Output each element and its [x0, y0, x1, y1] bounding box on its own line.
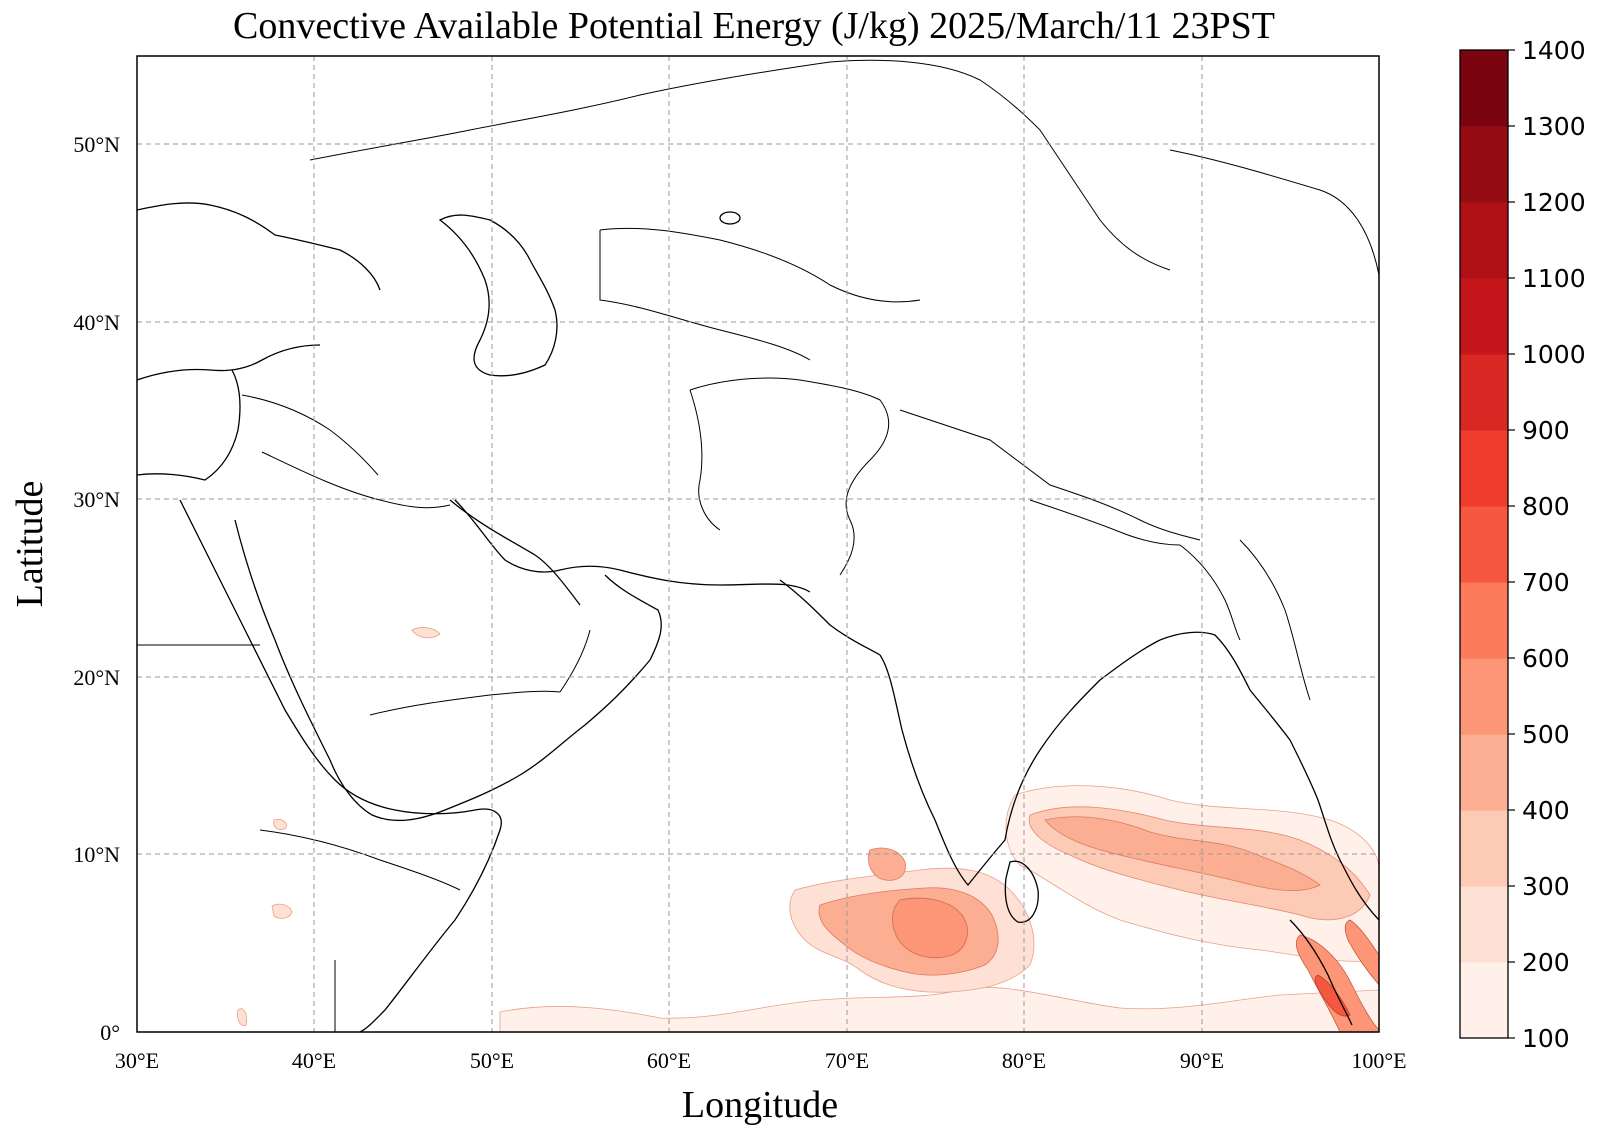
coast-arabia [234, 519, 662, 822]
x-tick-70: 70°E [825, 1048, 869, 1073]
coast-myanmar [1159, 631, 1379, 921]
colorbar-label-1400: 1400 [1522, 36, 1586, 65]
colorbar-labels: 100 200 300 400 500 600 700 800 900 1000 1100 1200 1… [1508, 36, 1586, 1053]
coast-aral-sea [719, 211, 741, 225]
x-tick-100: 100°E [1351, 1048, 1406, 1073]
coastline-layer [137, 202, 1379, 1032]
cape-patch-maldives [868, 847, 906, 881]
colorbar-label-300: 300 [1522, 872, 1570, 901]
colorbar-label-1000: 1000 [1522, 340, 1586, 369]
colorbar-swatch-1100 [1460, 202, 1508, 279]
colorbar-label-1300: 1300 [1522, 112, 1586, 141]
cape-sumatra-coast [1344, 919, 1379, 986]
border-india-myanmar [1239, 539, 1311, 701]
border-iran-afghanistan [689, 389, 721, 531]
coast-sri-lanka [1004, 860, 1039, 923]
border-nepal-bhutan [1029, 499, 1181, 546]
colorbar-label-100: 100 [1522, 1024, 1570, 1053]
y-tick-labels: 0° 10°N 20°N 30°N 40°N 50°N [73, 132, 120, 1045]
border-uzbekistan [599, 230, 811, 361]
colorbar-swatches [1460, 50, 1508, 1039]
y-tick-30: 30°N [73, 487, 120, 512]
colorbar-swatch-100 [1460, 962, 1508, 1039]
y-tick-40: 40°N [73, 310, 120, 335]
colorbar-swatch-300 [1460, 810, 1508, 887]
colorbar-frame [1459, 49, 1509, 1039]
colorbar-label-800: 800 [1522, 492, 1570, 521]
colorbar-label-700: 700 [1522, 568, 1570, 597]
colorbar-swatch-1300 [1460, 50, 1508, 127]
border-kazakhstan-south [599, 227, 921, 303]
x-tick-80: 80°E [1002, 1048, 1046, 1073]
y-tick-50: 50°N [73, 132, 120, 157]
border-bangladesh-myanmar [1179, 544, 1241, 641]
colorbar-label-1100: 1100 [1522, 264, 1586, 293]
border-syria-iraq [241, 394, 379, 476]
colorbar-swatch-700 [1460, 506, 1508, 583]
colorbar-label-500: 500 [1522, 720, 1570, 749]
map-frame [136, 55, 1380, 1033]
x-tick-labels: 30°E 40°E 50°E 60°E 70°E 80°E 90°E 100°E [115, 1048, 1407, 1073]
border-afghanistan-pakistan [689, 377, 890, 576]
border-china-india [899, 409, 1201, 541]
cape-fill-layer [237, 627, 1379, 1032]
gridlines [137, 56, 1379, 1032]
colorbar-label-400: 400 [1522, 796, 1570, 825]
chart-title: Convective Available Potential Energy (J… [233, 5, 1275, 47]
coast-black-sea [137, 202, 381, 291]
colorbar-swatch-200 [1460, 886, 1508, 963]
coast-africa-red-sea [179, 499, 502, 1032]
colorbar-swatch-600 [1460, 582, 1508, 659]
x-tick-30: 30°E [115, 1048, 159, 1073]
x-tick-90: 90°E [1180, 1048, 1224, 1073]
coast-malay [1289, 919, 1353, 1026]
coast-caspian [438, 214, 558, 377]
colorbar-swatch-900 [1460, 354, 1508, 431]
border-mongolia [1169, 149, 1379, 276]
x-axis-label: Longitude [682, 1084, 838, 1126]
border-saudi-yemen [369, 690, 561, 716]
coast-persian-gulf [449, 499, 581, 606]
colorbar: 100 200 300 400 500 600 700 800 900 1000 1100 1200 1… [1459, 36, 1586, 1053]
colorbar-label-1200: 1200 [1522, 188, 1586, 217]
cape-patch-east-africa [271, 903, 293, 919]
coast-iran [454, 499, 811, 593]
y-axis-label: Latitude [9, 481, 51, 608]
coast-mediterranean [137, 369, 241, 481]
x-tick-50: 50°E [470, 1048, 514, 1073]
colorbar-swatch-1000 [1460, 278, 1508, 355]
cape-malay-peninsula [1295, 934, 1379, 1032]
border-russia-kazakhstan [309, 59, 1041, 161]
y-tick-10: 10°N [73, 842, 120, 867]
colorbar-swatch-400 [1460, 734, 1508, 811]
y-tick-0: 0° [100, 1020, 120, 1045]
y-tick-20: 20°N [73, 665, 120, 690]
x-tick-60: 60°E [647, 1048, 691, 1073]
colorbar-label-200: 200 [1522, 948, 1570, 977]
cape-patch-arabia [411, 627, 441, 639]
cape-equatorial-band [499, 986, 1379, 1032]
colorbar-label-900: 900 [1522, 416, 1570, 445]
border-layer [137, 59, 1379, 1032]
coast-india [779, 579, 1161, 887]
colorbar-swatch-1200 [1460, 126, 1508, 203]
map-panel [136, 55, 1380, 1033]
cape-patch-kenya [237, 1008, 247, 1026]
border-ethiopia [259, 829, 461, 891]
cape-arabian-sea-500 [892, 897, 968, 959]
colorbar-swatch-800 [1460, 430, 1508, 507]
colorbar-swatch-500 [1460, 658, 1508, 735]
x-tick-40: 40°E [292, 1048, 336, 1073]
cape-patch-ethiopia [273, 819, 287, 830]
coast-turkey-south [137, 344, 321, 381]
border-kazakhstan-china [1039, 129, 1171, 271]
border-oman [559, 629, 591, 693]
colorbar-label-600: 600 [1522, 644, 1570, 673]
